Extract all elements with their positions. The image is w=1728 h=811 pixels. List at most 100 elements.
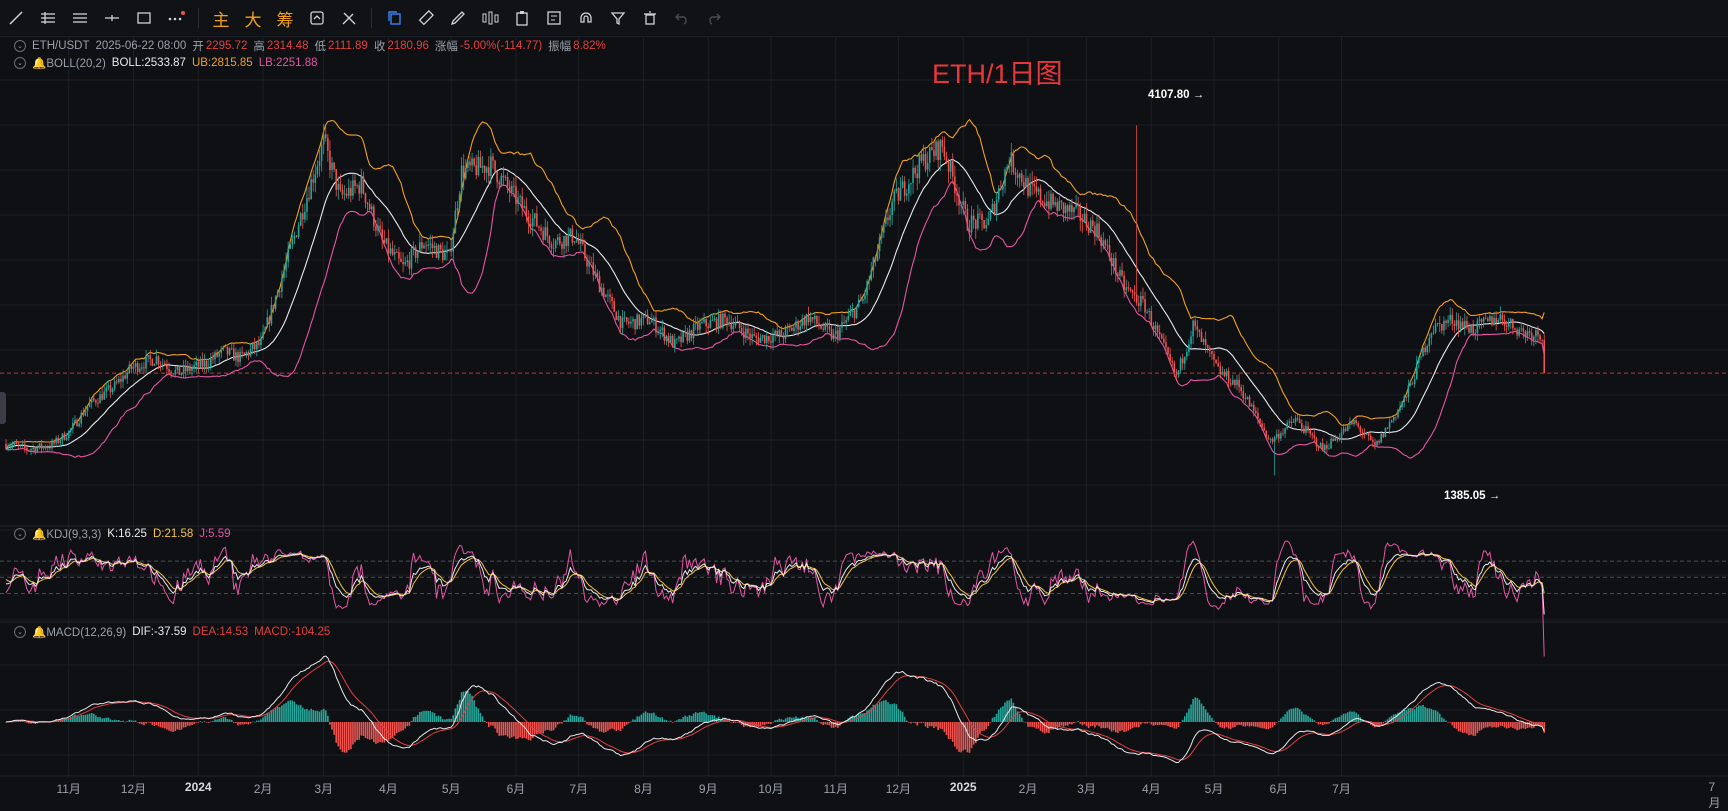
- kdj-indicator-name[interactable]: 🔔KDJ(9,3,3): [32, 529, 102, 541]
- indicator-icon[interactable]: [474, 2, 506, 34]
- macd-histogram-bar: [1255, 722, 1257, 727]
- macd-histogram-bar: [107, 717, 110, 722]
- main-force-button[interactable]: 主: [212, 10, 230, 30]
- macd-histogram-bar: [619, 722, 622, 732]
- candle-body: [1441, 324, 1443, 331]
- candle-body: [653, 317, 655, 321]
- candle-body: [1520, 328, 1523, 330]
- candle-body: [182, 365, 185, 373]
- candle-body: [891, 201, 893, 216]
- macd-histogram-bar: [437, 715, 440, 722]
- macd-histogram-bar: [278, 707, 281, 722]
- candle-body: [462, 165, 465, 179]
- parallel-channel-icon[interactable]: [64, 2, 96, 34]
- candle-body: [304, 211, 306, 220]
- macd-histogram-bar: [912, 721, 914, 723]
- candle-body: [1020, 173, 1023, 183]
- candle-body: [669, 335, 672, 343]
- candle-body: [759, 337, 762, 343]
- candle-body: [1234, 380, 1236, 386]
- candle-body: [1267, 437, 1270, 440]
- candle-body: [396, 252, 398, 253]
- macd-histogram-bar: [1443, 718, 1445, 722]
- boll-indicator-name[interactable]: 🔔BOLL(20,2): [32, 58, 106, 70]
- macd-histogram-bar: [985, 722, 988, 729]
- candle-body: [1046, 201, 1048, 207]
- macd-histogram-bar: [1344, 713, 1347, 722]
- undo-icon[interactable]: [666, 2, 698, 34]
- macd-histogram-bar: [1188, 708, 1190, 722]
- macd-histogram-bar: [1376, 722, 1378, 727]
- sidebar-collapse-handle[interactable]: [0, 392, 6, 424]
- candle-body: [245, 352, 248, 354]
- candle-body: [456, 208, 459, 211]
- candle-body: [230, 348, 233, 350]
- candle-body: [717, 314, 720, 329]
- collapse-chevron-icon[interactable]: ⌄: [14, 40, 26, 52]
- candle-body: [1058, 200, 1061, 211]
- ruler-icon[interactable]: [410, 2, 442, 34]
- close-value: 2180.96: [387, 40, 429, 52]
- macd-histogram-bar: [1238, 722, 1240, 725]
- macd-histogram-bar: [487, 722, 490, 727]
- candle-body: [1054, 202, 1056, 205]
- candle-body: [496, 171, 498, 183]
- candle-body: [1117, 273, 1119, 276]
- collapse-chevron-icon[interactable]: ⌄: [14, 57, 26, 69]
- filter-icon[interactable]: [602, 2, 634, 34]
- collapse-chevron-icon[interactable]: ⌄: [14, 528, 26, 540]
- candle-body: [807, 314, 810, 323]
- candle-body: [184, 365, 187, 372]
- redo-icon[interactable]: [698, 2, 730, 34]
- note-icon[interactable]: [538, 2, 570, 34]
- candle-body: [61, 433, 64, 441]
- macd-histogram-bar: [1018, 713, 1021, 722]
- trend-line-icon[interactable]: [0, 2, 32, 34]
- magnet-icon[interactable]: [570, 2, 602, 34]
- macd-histogram-bar: [663, 719, 666, 722]
- candle-body: [1334, 438, 1337, 441]
- more-dots-icon[interactable]: [160, 2, 192, 34]
- candle-body: [763, 335, 766, 343]
- candle-body: [985, 224, 988, 229]
- large-order-button[interactable]: 大: [244, 10, 262, 30]
- chip-distribution-button[interactable]: 筹: [276, 10, 294, 30]
- candle-body: [531, 218, 534, 227]
- macd-histogram-bar: [1491, 722, 1493, 728]
- macd-histogram-bar: [1102, 722, 1105, 728]
- sync-icon[interactable]: [301, 2, 333, 34]
- macd-histogram-bar: [880, 701, 883, 722]
- brush-icon[interactable]: [442, 2, 474, 34]
- horizontal-ray-icon[interactable]: [32, 2, 64, 34]
- candle-body: [1415, 362, 1418, 380]
- candle-body: [1438, 322, 1441, 325]
- chart-canvas[interactable]: [0, 36, 1728, 807]
- macd-histogram-bar: [584, 720, 586, 722]
- candle-body: [264, 327, 266, 332]
- macd-histogram-bar: [289, 700, 292, 722]
- candle-body: [993, 203, 996, 214]
- boll-mid-line: [5, 158, 1545, 450]
- rectangle-icon[interactable]: [128, 2, 160, 34]
- trash-icon[interactable]: [634, 2, 666, 34]
- kdj-d-value: D:21.58: [152, 528, 194, 540]
- candle-body: [947, 162, 950, 172]
- macd-histogram-bar: [398, 722, 400, 733]
- horizontal-line-icon[interactable]: [96, 2, 128, 34]
- candle-body: [951, 161, 954, 177]
- candle-body: [791, 327, 793, 331]
- candle-body: [1532, 336, 1535, 341]
- candle-body: [481, 165, 484, 168]
- macd-histogram-bar: [533, 722, 536, 735]
- hide-drawings-icon[interactable]: [333, 2, 365, 34]
- candle-body: [1217, 362, 1219, 367]
- macd-histogram-bar: [943, 722, 946, 732]
- candle-body: [943, 146, 946, 157]
- candle-body: [506, 177, 509, 187]
- candle-body: [1060, 200, 1063, 203]
- collapse-chevron-icon[interactable]: ⌄: [14, 626, 26, 638]
- copy-icon[interactable]: [378, 2, 410, 34]
- clipboard-icon[interactable]: [506, 2, 538, 34]
- macd-indicator-name[interactable]: 🔔MACD(12,26,9): [32, 627, 127, 639]
- macd-histogram-bar: [1382, 722, 1385, 724]
